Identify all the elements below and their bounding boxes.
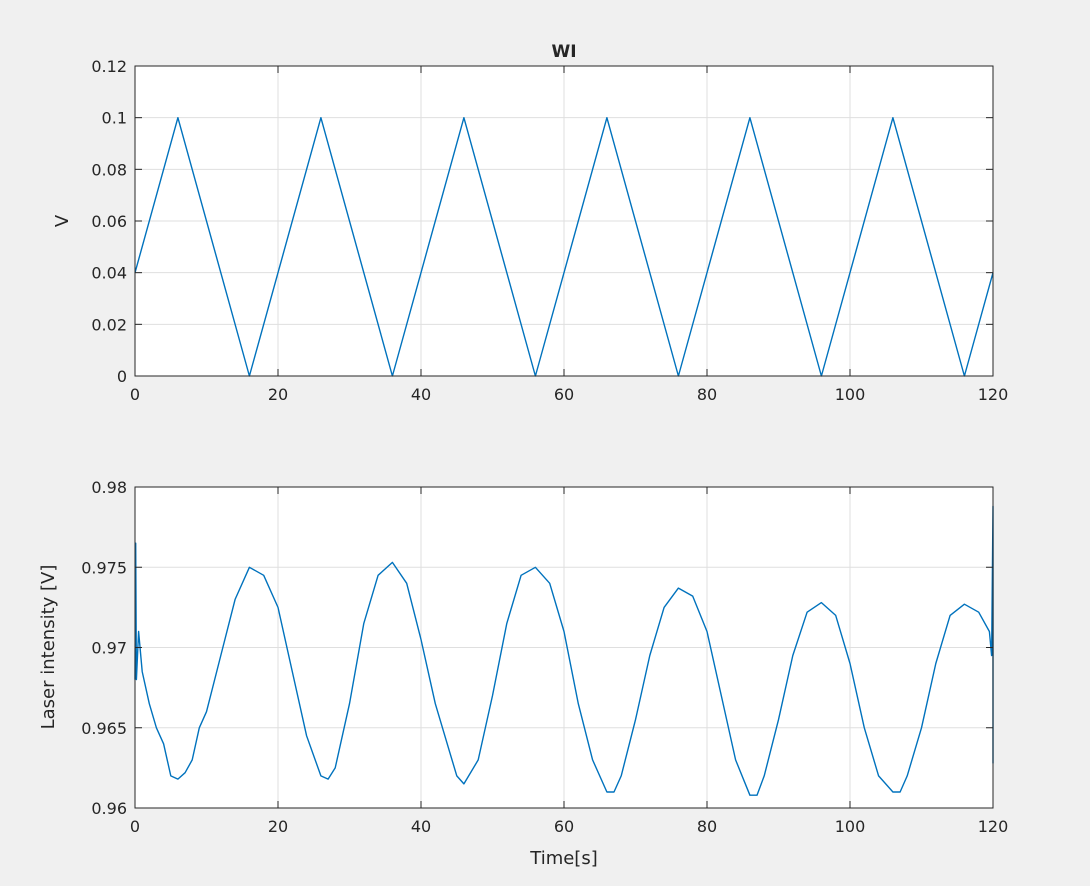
top-xtick-label: 0 [130,385,140,404]
bottom-axes-plot [134,505,994,796]
bottom-xtick-label: 120 [978,817,1009,836]
bottom-ytick-label: 0.975 [81,558,127,577]
top-ytick-label: 0.06 [91,212,127,231]
top-series-line [134,116,994,377]
bottom-xtick-label: 60 [554,817,574,836]
top-axes-ticks: 0 20 40 60 80 100 120 0 0.02 0.04 0.06 0.08 0.1 0.12 [91,57,1008,404]
top-ytick-label: 0.04 [91,264,127,283]
top-axes-title: WI [551,42,576,62]
top-axes-ylabel: V [52,214,73,227]
top-ytick-label: 0.08 [91,160,127,179]
top-xtick-label: 120 [978,385,1009,404]
bottom-series-line [134,505,994,796]
top-ytick-label: 0.02 [91,315,127,334]
top-xtick-label: 60 [554,385,574,404]
top-ytick-label: 0.12 [91,57,127,76]
top-ytick-label: 0 [117,367,127,386]
bottom-xtick-label: 0 [130,817,140,836]
bottom-xtick-label: 20 [268,817,288,836]
top-ytick-label: 0.1 [102,109,127,128]
bottom-ytick-label: 0.965 [81,719,127,738]
bottom-axes-ylabel: Laser intensity [V] [38,565,59,730]
top-xtick-label: 40 [411,385,431,404]
bottom-xtick-label: 100 [835,817,866,836]
bottom-axes-xlabel: Time[s] [529,848,597,869]
bottom-xtick-label: 40 [411,817,431,836]
top-xtick-label: 20 [268,385,288,404]
top-xtick-label: 100 [835,385,866,404]
bottom-ytick-label: 0.97 [91,639,127,658]
bottom-axes-ticks: 0 20 40 60 80 100 120 0.96 0.965 0.97 0.975 0.98 [81,478,1008,836]
bottom-ytick-label: 0.98 [91,478,127,497]
bottom-xtick-label: 80 [697,817,717,836]
top-axes-plot [134,116,994,377]
top-xtick-label: 80 [697,385,717,404]
bottom-ytick-label: 0.96 [91,799,127,818]
